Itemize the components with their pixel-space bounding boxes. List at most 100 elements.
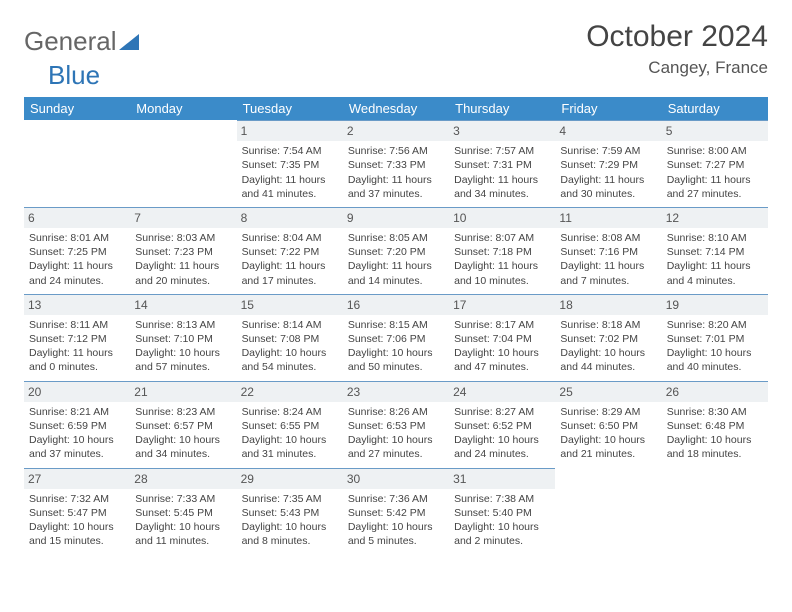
month-title: October 2024	[586, 20, 768, 54]
sunrise: Sunrise: 8:17 AM	[454, 318, 550, 332]
sunset: Sunset: 7:02 PM	[560, 332, 656, 346]
day-header: Wednesday	[343, 97, 449, 120]
sunrise: Sunrise: 8:13 AM	[135, 318, 231, 332]
calendar-cell	[130, 120, 236, 207]
sunset: Sunset: 6:59 PM	[29, 419, 125, 433]
sunrise: Sunrise: 8:11 AM	[29, 318, 125, 332]
daylight: Daylight: 11 hours and 0 minutes.	[29, 346, 125, 374]
day-number: 15	[237, 294, 343, 315]
day-header: Friday	[555, 97, 661, 120]
day-number: 11	[555, 207, 661, 228]
sunrise: Sunrise: 8:03 AM	[135, 231, 231, 245]
daylight: Daylight: 10 hours and 37 minutes.	[29, 433, 125, 461]
calendar-cell: 1Sunrise: 7:54 AMSunset: 7:35 PMDaylight…	[237, 120, 343, 207]
day-number: 7	[130, 207, 236, 228]
sunset: Sunset: 5:47 PM	[29, 506, 125, 520]
sunset: Sunset: 6:52 PM	[454, 419, 550, 433]
sunset: Sunset: 7:29 PM	[560, 158, 656, 172]
calendar-cell: 16Sunrise: 8:15 AMSunset: 7:06 PMDayligh…	[343, 294, 449, 381]
day-number: 25	[555, 381, 661, 402]
daylight: Daylight: 11 hours and 7 minutes.	[560, 259, 656, 287]
calendar-table: SundayMondayTuesdayWednesdayThursdayFrid…	[24, 97, 768, 554]
sunset: Sunset: 6:50 PM	[560, 419, 656, 433]
day-header: Sunday	[24, 97, 130, 120]
daylight: Daylight: 10 hours and 15 minutes.	[29, 520, 125, 548]
calendar-cell: 11 Sunrise: 8:08 AMSunset: 7:16 PMDayligh…	[555, 207, 661, 294]
sunset: Sunset: 5:42 PM	[348, 506, 444, 520]
daylight: Daylight: 10 hours and 44 minutes.	[560, 346, 656, 374]
sunset: Sunset: 7:22 PM	[242, 245, 338, 259]
calendar-cell: 20Sunrise: 8:21 AMSunset: 6:59 PMDayligh…	[24, 381, 130, 468]
day-number: 31	[449, 468, 555, 489]
daylight: Daylight: 10 hours and 57 minutes.	[135, 346, 231, 374]
calendar-row: 13Sunrise: 8:11 AMSunset: 7:12 PMDayligh…	[24, 294, 768, 381]
day-number: 17	[449, 294, 555, 315]
sunset: Sunset: 7:33 PM	[348, 158, 444, 172]
calendar-cell	[555, 468, 661, 555]
day-number: 12	[662, 207, 768, 228]
daylight: Daylight: 10 hours and 21 minutes.	[560, 433, 656, 461]
daylight: Daylight: 11 hours and 34 minutes.	[454, 173, 550, 201]
sunrise: Sunrise: 8:29 AM	[560, 405, 656, 419]
sunrise: Sunrise: 8:26 AM	[348, 405, 444, 419]
calendar-cell	[24, 120, 130, 207]
sunrise: Sunrise: 8:05 AM	[348, 231, 444, 245]
day-number: 6	[24, 207, 130, 228]
daylight: Daylight: 10 hours and 24 minutes.	[454, 433, 550, 461]
calendar-cell: 14Sunrise: 8:13 AMSunset: 7:10 PMDayligh…	[130, 294, 236, 381]
daylight: Daylight: 11 hours and 24 minutes.	[29, 259, 125, 287]
calendar-cell: 10Sunrise: 8:07 AMSunset: 7:18 PMDayligh…	[449, 207, 555, 294]
day-number: 26	[662, 381, 768, 402]
day-number: 24	[449, 381, 555, 402]
sunrise: Sunrise: 8:04 AM	[242, 231, 338, 245]
sunset: Sunset: 5:40 PM	[454, 506, 550, 520]
logo-text-1: General	[24, 26, 117, 57]
sunset: Sunset: 7:18 PM	[454, 245, 550, 259]
calendar-cell: 22Sunrise: 8:24 AMSunset: 6:55 PMDayligh…	[237, 381, 343, 468]
sunset: Sunset: 7:14 PM	[667, 245, 763, 259]
calendar-cell: 9Sunrise: 8:05 AMSunset: 7:20 PMDaylight…	[343, 207, 449, 294]
sunrise: Sunrise: 7:35 AM	[242, 492, 338, 506]
calendar-cell: 15Sunrise: 8:14 AMSunset: 7:08 PMDayligh…	[237, 294, 343, 381]
calendar-cell: 7Sunrise: 8:03 AMSunset: 7:23 PMDaylight…	[130, 207, 236, 294]
daylight: Daylight: 10 hours and 40 minutes.	[667, 346, 763, 374]
sunset: Sunset: 6:55 PM	[242, 419, 338, 433]
sunset: Sunset: 6:57 PM	[135, 419, 231, 433]
sunrise: Sunrise: 8:08 AM	[560, 231, 656, 245]
sunrise: Sunrise: 7:54 AM	[242, 144, 338, 158]
sunrise: Sunrise: 7:57 AM	[454, 144, 550, 158]
calendar-cell: 27Sunrise: 7:32 AMSunset: 5:47 PMDayligh…	[24, 468, 130, 555]
daylight: Daylight: 11 hours and 10 minutes.	[454, 259, 550, 287]
sunrise: Sunrise: 8:30 AM	[667, 405, 763, 419]
day-number: 3	[449, 120, 555, 141]
daylight: Daylight: 11 hours and 20 minutes.	[135, 259, 231, 287]
calendar-cell: 6Sunrise: 8:01 AMSunset: 7:25 PMDaylight…	[24, 207, 130, 294]
daylight: Daylight: 11 hours and 14 minutes.	[348, 259, 444, 287]
logo-blue-line: Blue	[24, 60, 768, 91]
sunrise: Sunrise: 8:14 AM	[242, 318, 338, 332]
day-number: 29	[237, 468, 343, 489]
sunrise: Sunrise: 7:56 AM	[348, 144, 444, 158]
sunset: Sunset: 7:12 PM	[29, 332, 125, 346]
day-number: 21	[130, 381, 236, 402]
daylight: Daylight: 11 hours and 17 minutes.	[242, 259, 338, 287]
sunset: Sunset: 6:53 PM	[348, 419, 444, 433]
calendar-cell: 18Sunrise: 8:18 AMSunset: 7:02 PMDayligh…	[555, 294, 661, 381]
sunset: Sunset: 7:31 PM	[454, 158, 550, 172]
daylight: Daylight: 10 hours and 31 minutes.	[242, 433, 338, 461]
logo-triangle-icon	[119, 32, 141, 52]
calendar-cell: 12Sunrise: 8:10 AMSunset: 7:14 PMDayligh…	[662, 207, 768, 294]
calendar-cell: 30Sunrise: 7:36 AMSunset: 5:42 PMDayligh…	[343, 468, 449, 555]
day-header: Thursday	[449, 97, 555, 120]
day-number: 23	[343, 381, 449, 402]
sunset: Sunset: 7:16 PM	[560, 245, 656, 259]
sunrise: Sunrise: 7:32 AM	[29, 492, 125, 506]
calendar-cell: 3 Sunrise: 7:57 AMSunset: 7:31 PMDaylight…	[449, 120, 555, 207]
calendar-cell: 13Sunrise: 8:11 AMSunset: 7:12 PMDayligh…	[24, 294, 130, 381]
daylight: Daylight: 10 hours and 5 minutes.	[348, 520, 444, 548]
day-header: Monday	[130, 97, 236, 120]
day-number: 10	[449, 207, 555, 228]
daylight: Daylight: 10 hours and 54 minutes.	[242, 346, 338, 374]
calendar-cell	[662, 468, 768, 555]
daylight: Daylight: 10 hours and 47 minutes.	[454, 346, 550, 374]
